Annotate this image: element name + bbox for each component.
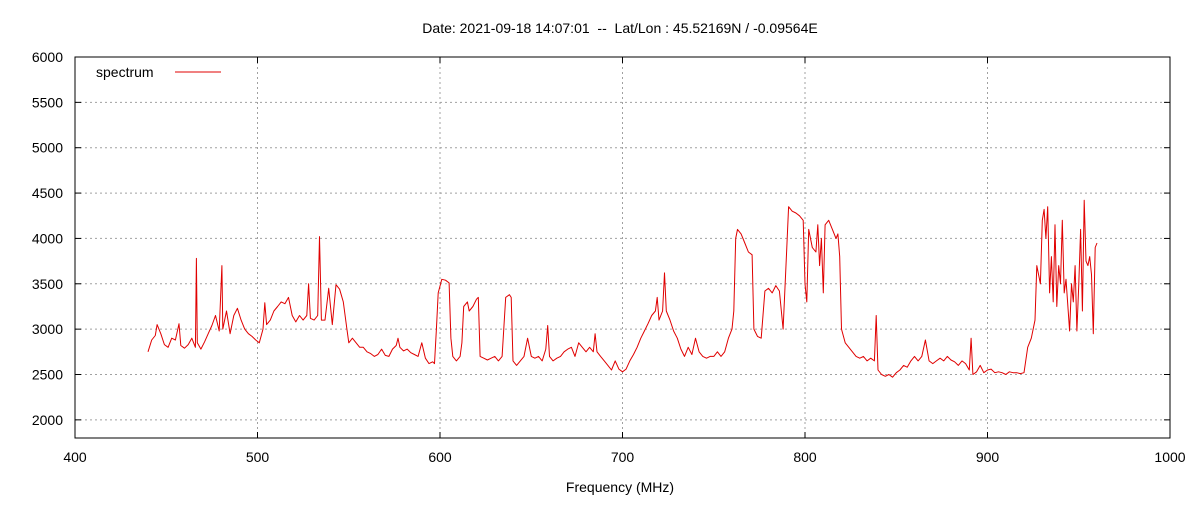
series-layer [147,199,1098,378]
x-tick-label: 900 [976,449,1000,465]
y-tick-label: 3000 [32,321,63,337]
x-tick-label: 700 [611,449,635,465]
x-axis-label: Frequency (MHz) [566,479,674,495]
y-tick-label: 4500 [32,185,63,201]
x-tick-label: 600 [428,449,452,465]
legend: spectrum [96,64,221,80]
y-tick-label: 6000 [32,49,63,65]
x-tick-label: 800 [793,449,817,465]
series-line-spectrum [147,199,1098,378]
y-tick-label: 2500 [32,367,63,383]
grid [75,57,1170,438]
x-tick-label: 500 [246,449,270,465]
y-tick-label: 5500 [32,94,63,110]
axis-ticks: 400 500 600 700 800 900 1000 2000 2500 3000 3500 40… [32,49,1186,465]
x-tick-label: 1000 [1154,449,1185,465]
x-tick-label: 400 [63,449,87,465]
y-tick-label: 3500 [32,276,63,292]
y-tick-label: 5000 [32,140,63,156]
y-tick-label: 2000 [32,412,63,428]
y-tick-label: 4000 [32,230,63,246]
chart-title: Date: 2021-09-18 14:07:01 -- Lat/Lon : 4… [422,20,817,36]
legend-label-spectrum: spectrum [96,64,154,80]
